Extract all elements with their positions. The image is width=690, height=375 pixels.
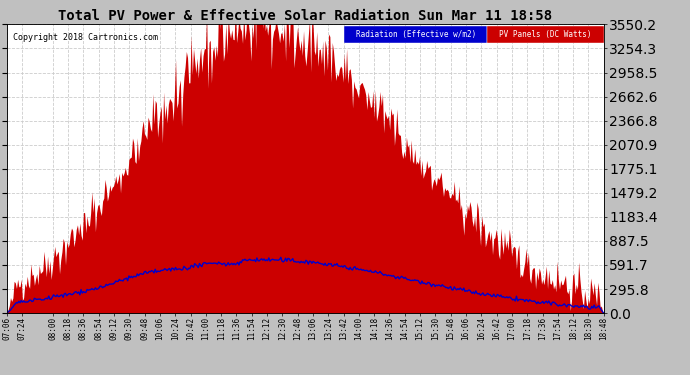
Text: PV Panels (DC Watts): PV Panels (DC Watts) xyxy=(499,30,591,39)
Title: Total PV Power & Effective Solar Radiation Sun Mar 11 18:58: Total PV Power & Effective Solar Radiati… xyxy=(58,9,553,23)
FancyBboxPatch shape xyxy=(344,26,487,43)
FancyBboxPatch shape xyxy=(487,26,604,43)
Text: Radiation (Effective w/m2): Radiation (Effective w/m2) xyxy=(355,30,476,39)
Text: Copyright 2018 Cartronics.com: Copyright 2018 Cartronics.com xyxy=(13,33,158,42)
